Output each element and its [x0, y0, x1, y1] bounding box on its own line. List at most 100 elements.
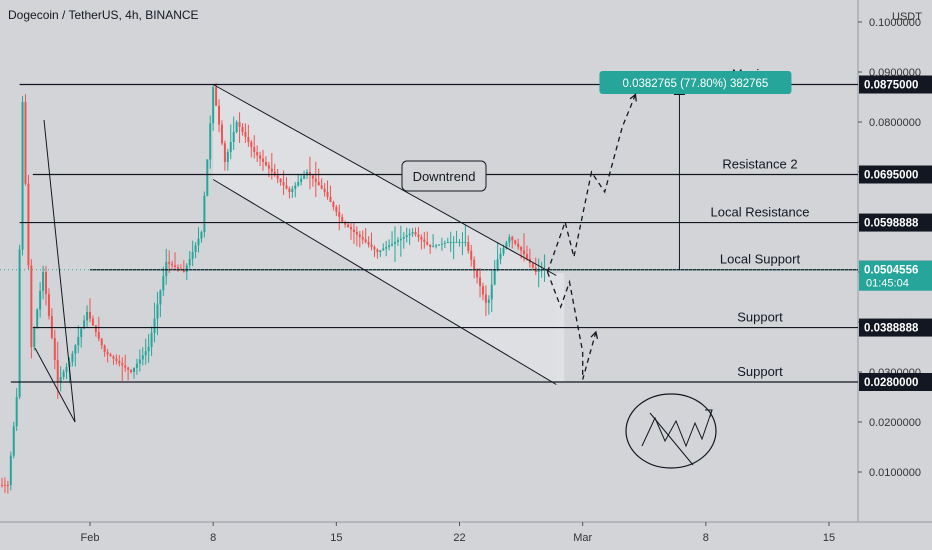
candle-body — [91, 318, 94, 326]
candle-body — [253, 147, 256, 152]
x-tick-label: 22 — [453, 532, 465, 544]
candle-body — [1, 484, 4, 486]
projection-arrowhead — [590, 330, 599, 339]
candle-body — [203, 195, 206, 232]
candle-body — [490, 284, 493, 300]
candle-body — [435, 245, 438, 247]
y-tick-label: 0.1000000 — [869, 17, 921, 29]
projection-path-down — [546, 271, 597, 380]
candle-body — [399, 238, 402, 241]
candle-body — [440, 243, 443, 245]
price-tag — [859, 373, 932, 391]
zigzag-logo-line — [649, 412, 694, 466]
candle-body — [132, 367, 135, 372]
candle-body — [388, 245, 391, 247]
candle-body — [42, 272, 45, 291]
level-label: Support — [737, 310, 783, 325]
candle-body — [86, 312, 89, 321]
candle-body — [338, 212, 341, 217]
candle-body — [352, 229, 355, 232]
candle-body — [241, 127, 244, 132]
candle-body — [437, 244, 440, 246]
candle-body — [36, 309, 39, 329]
candle-body — [291, 188, 294, 192]
candle-body — [188, 258, 191, 266]
candle-body — [229, 142, 232, 152]
candle-body — [47, 294, 50, 316]
candle-body — [452, 242, 455, 243]
candle-body — [511, 237, 514, 241]
candle-body — [496, 259, 499, 270]
candle-body — [74, 345, 77, 354]
candle-body — [370, 244, 373, 247]
x-tick-label: 8 — [703, 532, 709, 544]
candle-body — [405, 235, 408, 237]
price-tag-text: 0.0875000 — [864, 80, 918, 92]
candle-body — [276, 175, 279, 179]
candle-body — [6, 484, 9, 486]
candle-body — [347, 224, 350, 227]
candle-body — [525, 254, 528, 259]
candle-body — [523, 250, 526, 255]
candle-body — [323, 188, 326, 192]
candle-body — [414, 232, 417, 235]
candle-body — [417, 234, 420, 237]
candle-body — [77, 337, 80, 346]
channel-upper-line[interactable] — [212, 84, 557, 276]
candle-body — [306, 172, 309, 176]
level-label: Resistance 2 — [722, 157, 797, 172]
candle-body — [411, 232, 414, 234]
level-label: Local Resistance — [711, 205, 810, 220]
candle-body — [508, 237, 511, 243]
price-tag — [859, 75, 932, 94]
candle-body — [432, 246, 435, 248]
candle-body — [493, 269, 496, 285]
candle-body — [449, 242, 452, 243]
candle-body — [426, 242, 429, 245]
candle-body — [71, 353, 74, 362]
candle-body — [391, 243, 394, 246]
candle-body — [285, 185, 288, 189]
candle-body — [18, 249, 21, 397]
candle-body — [320, 185, 323, 189]
y-tick-label: 0.0200000 — [869, 417, 921, 429]
candle-body — [24, 102, 27, 184]
candle-body — [127, 367, 130, 370]
candle-body — [185, 265, 188, 272]
candle-body — [476, 268, 479, 278]
candle-body — [294, 185, 297, 189]
candle-body — [355, 232, 358, 235]
projection-path-up — [546, 94, 637, 273]
candle-body — [174, 265, 177, 267]
candle-body — [247, 137, 250, 142]
candle-body — [505, 242, 508, 249]
candle-body — [297, 182, 300, 186]
candle-body — [191, 252, 194, 259]
level-label: Local Support — [720, 252, 801, 267]
x-tick-label: 15 — [823, 532, 835, 544]
candle-body — [15, 397, 18, 427]
current-price-countdown: 01:45:04 — [866, 278, 909, 290]
candle-body — [165, 262, 168, 277]
price-tag — [859, 318, 932, 337]
candle-body — [317, 182, 320, 186]
candle-body — [250, 142, 253, 147]
candle-body — [9, 455, 12, 485]
x-tick-label: Mar — [573, 532, 592, 544]
candle-body — [212, 87, 215, 124]
candle-body — [382, 248, 385, 251]
candle-body — [373, 247, 376, 250]
candle-body — [56, 360, 59, 382]
candle-body — [314, 178, 317, 182]
measure-label-box — [599, 71, 792, 94]
candle-body — [89, 312, 91, 319]
candle-body — [135, 363, 138, 368]
candle-body — [200, 232, 203, 239]
candle-body — [176, 267, 179, 269]
candle-body — [153, 318, 156, 333]
candle-body — [520, 247, 523, 251]
candle-body — [197, 238, 200, 246]
channel-lower-line[interactable] — [212, 179, 557, 385]
candle-body — [223, 143, 226, 162]
